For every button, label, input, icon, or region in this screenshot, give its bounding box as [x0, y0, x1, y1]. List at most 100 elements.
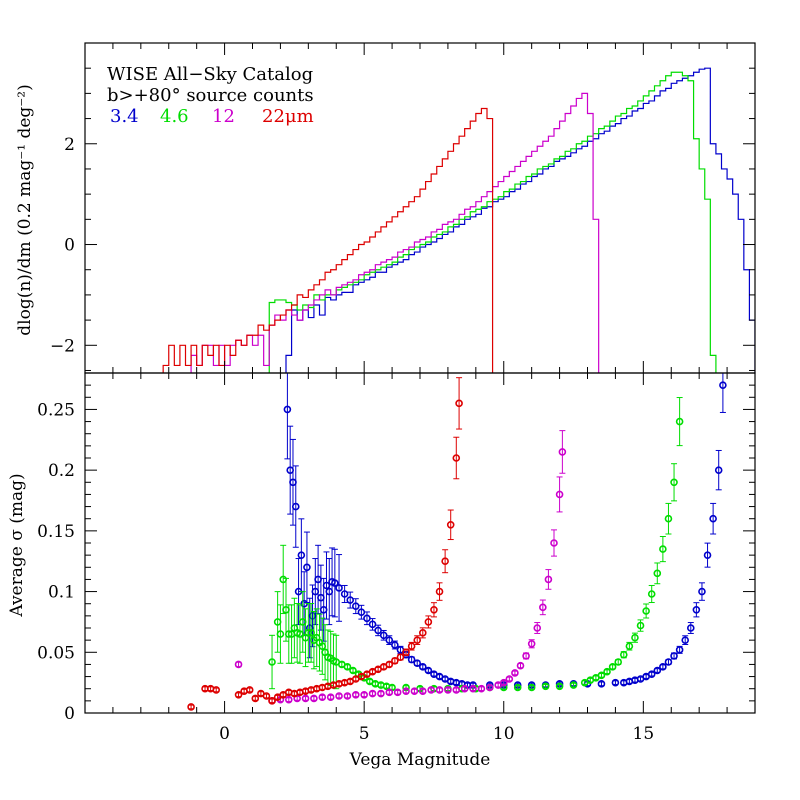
data-point — [351, 602, 360, 610]
data-point — [418, 629, 427, 637]
data-point — [430, 605, 438, 614]
data-point — [318, 693, 327, 702]
legend-label-3-4: 3.4 — [110, 106, 139, 127]
histogram-12 — [190, 92, 600, 373]
data-point — [522, 652, 530, 660]
top-annotation-line-2: b>+80° source counts — [107, 85, 314, 106]
data-point — [455, 399, 463, 408]
data-point — [670, 652, 678, 660]
data-point — [527, 683, 536, 692]
data-point — [407, 642, 416, 651]
bottom-x-tick-label: 5 — [359, 724, 370, 744]
bottom-y-tick-label: 0.1 — [48, 583, 75, 603]
data-point — [714, 466, 723, 474]
bottom-y-tick-label: 0 — [64, 704, 75, 724]
x-axis-label: Vega Magnitude — [349, 750, 491, 770]
data-point — [527, 639, 536, 648]
data-point — [351, 690, 360, 699]
data-point — [452, 454, 461, 462]
data-point — [245, 686, 254, 694]
data-point — [653, 666, 662, 675]
data-point — [664, 514, 673, 523]
top-plot-area — [162, 67, 755, 373]
data-point — [284, 695, 293, 704]
data-point — [533, 624, 542, 632]
data-point — [393, 688, 402, 697]
data-point — [391, 656, 399, 665]
data-point — [435, 587, 444, 596]
data-point — [659, 663, 667, 671]
data-point — [460, 684, 469, 693]
data-point — [385, 636, 394, 644]
data-point — [647, 590, 656, 598]
data-point — [441, 557, 449, 566]
bottom-panel: 0 5 10 15 0 0.05 0.1 0.15 0.2 0.25 Vega Magnitude… — [7, 372, 756, 770]
data-point — [444, 686, 452, 694]
data-point — [418, 687, 427, 695]
bottom-y-tick-label: 0.05 — [37, 643, 75, 663]
data-point — [391, 641, 399, 649]
data-point — [360, 690, 368, 699]
data-point — [331, 579, 339, 587]
data-point — [511, 669, 519, 677]
data-point — [410, 687, 419, 695]
data-point — [346, 596, 355, 604]
data-point — [343, 663, 352, 671]
data-point — [343, 692, 352, 700]
data-point — [597, 680, 606, 688]
series-4-6 — [268, 397, 684, 693]
data-point — [335, 584, 343, 592]
data-point — [611, 678, 620, 687]
data-point — [385, 688, 394, 697]
data-point — [653, 569, 662, 578]
data-point — [619, 650, 628, 659]
data-point — [407, 655, 416, 664]
data-point — [402, 687, 410, 695]
data-point — [541, 682, 550, 691]
data-point — [555, 682, 564, 691]
data-point — [303, 563, 311, 572]
top-panel: −2 0 2 WISE All−Sky Catalog b>+80° source … — [15, 42, 756, 374]
data-point — [631, 633, 639, 642]
data-point — [234, 690, 243, 699]
bottom-panel-frame — [84, 372, 756, 714]
top-y-tick-label: 2 — [64, 135, 75, 155]
data-point — [642, 607, 650, 615]
data-point — [659, 545, 667, 553]
bottom-y-tick-label: 0.25 — [37, 400, 75, 420]
data-point — [349, 666, 357, 675]
top-annotation-line-1: WISE All−Sky Catalog — [107, 64, 313, 85]
data-point — [513, 683, 522, 692]
data-point — [435, 686, 444, 694]
data-point — [686, 624, 695, 632]
data-point — [283, 405, 292, 414]
data-point — [569, 681, 578, 689]
data-point — [427, 686, 435, 694]
series-3-4 — [283, 373, 727, 689]
data-point — [396, 653, 405, 661]
data-point — [675, 646, 684, 654]
top-axis-ticks: −2 0 2 — [50, 43, 755, 373]
data-point — [516, 661, 525, 670]
data-point — [251, 694, 260, 703]
data-point — [703, 551, 712, 559]
data-point — [385, 660, 394, 669]
legend: 3.4 4.6 12 22μm — [110, 106, 314, 127]
data-point — [413, 659, 422, 668]
data-point — [268, 658, 276, 666]
data-point — [558, 448, 567, 456]
data-point — [310, 694, 318, 703]
data-point — [212, 686, 221, 694]
data-point — [614, 658, 623, 666]
data-point — [301, 694, 310, 703]
bottom-y-axis-label: Average σ (mag) — [7, 473, 27, 617]
data-point — [544, 575, 553, 584]
series-22-m — [187, 377, 463, 711]
data-point — [675, 417, 684, 426]
data-point — [340, 590, 349, 598]
bottom-y-tick-label: 0.2 — [48, 461, 75, 481]
data-point — [636, 621, 645, 630]
data-point — [297, 551, 306, 559]
data-point — [291, 502, 300, 511]
